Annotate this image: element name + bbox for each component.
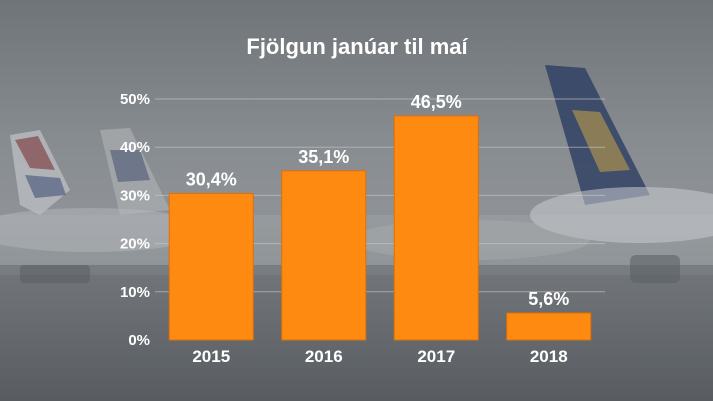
y-axis-ticks: 0% 10% 20% 30% 40% 50% [120, 91, 150, 349]
bar [506, 312, 592, 341]
bar [281, 170, 367, 341]
y-tick-label: 0% [128, 332, 150, 349]
bars [168, 115, 592, 341]
x-axis-categories: 2015 2016 2017 2018 [192, 347, 567, 366]
x-category-label: 2015 [192, 347, 230, 366]
y-tick-label: 30% [120, 187, 150, 204]
data-label: 35,1% [298, 147, 349, 167]
x-category-label: 2018 [530, 347, 568, 366]
x-category-label: 2017 [417, 347, 455, 366]
y-tick-label: 40% [120, 139, 150, 156]
x-category-label: 2016 [305, 347, 343, 366]
data-label: 46,5% [411, 92, 462, 112]
y-tick-label: 50% [120, 91, 150, 108]
y-tick-label: 10% [120, 284, 150, 301]
bar [168, 192, 254, 341]
y-tick-label: 20% [120, 236, 150, 253]
chart-title: Fjölgun janúar til maí [246, 34, 468, 59]
data-label: 30,4% [186, 169, 237, 189]
bar [393, 115, 479, 341]
data-label: 5,6% [528, 289, 569, 309]
data-labels: 30,4% 35,1% 46,5% 5,6% [186, 92, 570, 309]
